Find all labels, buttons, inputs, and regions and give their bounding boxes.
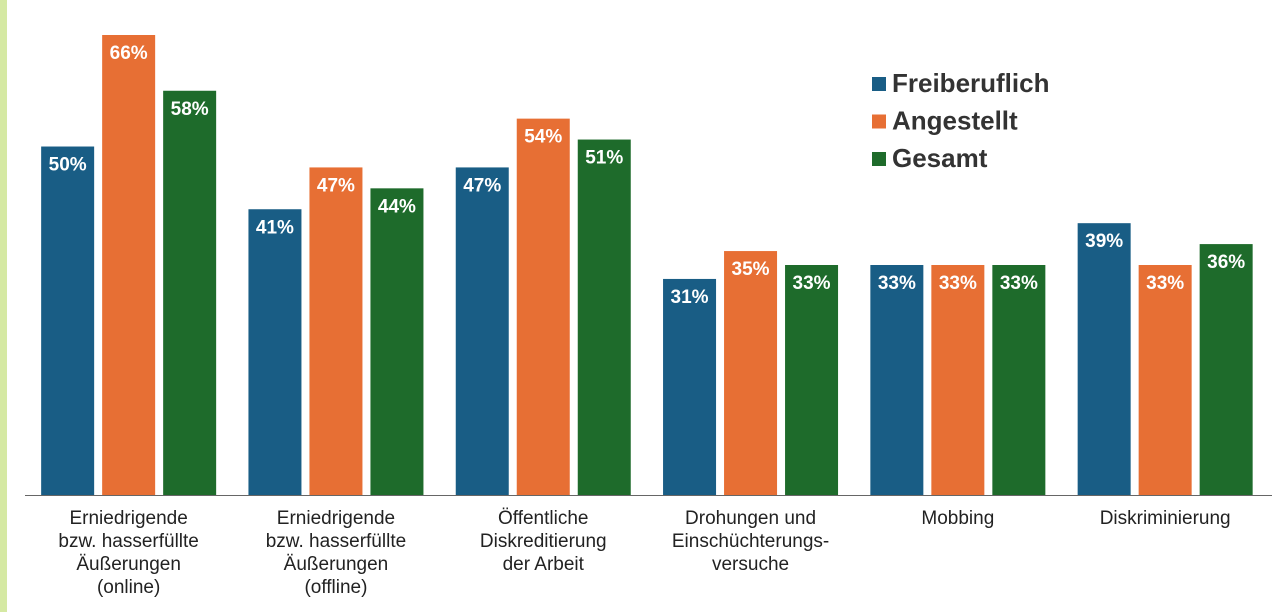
value-label: 33% <box>1146 273 1184 294</box>
x-tick-label: Äußerungen <box>284 554 389 575</box>
bar <box>785 265 839 495</box>
x-tick-label: (online) <box>97 577 160 598</box>
legend-swatch <box>872 114 886 129</box>
value-label: 41% <box>256 217 294 238</box>
bar <box>1199 244 1253 495</box>
bar <box>102 35 156 495</box>
value-label: 35% <box>732 259 770 280</box>
x-tick-label: der Arbeit <box>503 554 585 575</box>
legend-swatch <box>872 152 886 166</box>
value-label: 33% <box>793 273 831 294</box>
x-tick-label: Diskreditierung <box>480 531 607 552</box>
value-label: 58% <box>171 99 209 120</box>
x-tick-label: bzw. hasserfüllte <box>58 531 198 552</box>
value-label: 51% <box>585 148 623 169</box>
x-tick-label: (offline) <box>304 577 367 598</box>
value-label: 36% <box>1207 252 1245 273</box>
x-tick-label: Erniedrigende <box>69 508 187 529</box>
side-stripe <box>0 0 7 612</box>
x-tick-label: Diskriminierung <box>1100 508 1231 529</box>
value-label: 50% <box>49 155 87 176</box>
value-label: 66% <box>110 43 148 64</box>
bar <box>1138 265 1192 495</box>
value-label: 39% <box>1085 231 1123 252</box>
x-tick-label: Öffentliche <box>498 508 588 529</box>
bar <box>248 209 302 495</box>
x-tick-label: Erniedrigende <box>277 508 395 529</box>
value-label: 33% <box>1000 273 1038 294</box>
value-label: 33% <box>878 273 916 294</box>
value-label: 33% <box>939 273 977 294</box>
value-label: 47% <box>317 175 355 196</box>
value-label: 47% <box>463 175 501 196</box>
x-tick-label: Mobbing <box>921 508 994 529</box>
x-tick-label: versuche <box>712 554 789 575</box>
bar <box>309 167 363 495</box>
bar <box>163 90 217 496</box>
legend-label: Angestellt <box>892 105 1018 135</box>
value-label: 44% <box>378 196 416 217</box>
bar <box>724 251 778 495</box>
bar <box>663 278 717 495</box>
bar <box>992 265 1046 495</box>
legend-label: Gesamt <box>892 143 988 173</box>
x-tick-label: Drohungen und <box>685 508 816 529</box>
legend-label: Freiberuflich <box>892 68 1049 98</box>
legend-swatch <box>872 77 886 91</box>
value-label: 54% <box>524 127 562 148</box>
bar <box>931 265 985 495</box>
x-tick-label: Einschüchterungs- <box>672 531 829 552</box>
bar <box>370 188 424 496</box>
bar <box>1077 223 1131 495</box>
x-tick-label: bzw. hasserfüllte <box>266 531 406 552</box>
bar <box>516 118 570 496</box>
value-label: 31% <box>671 287 709 308</box>
bar <box>455 167 509 495</box>
bar <box>41 146 95 496</box>
bar <box>577 139 631 495</box>
bar <box>870 265 924 495</box>
x-tick-label: Äußerungen <box>76 554 181 575</box>
